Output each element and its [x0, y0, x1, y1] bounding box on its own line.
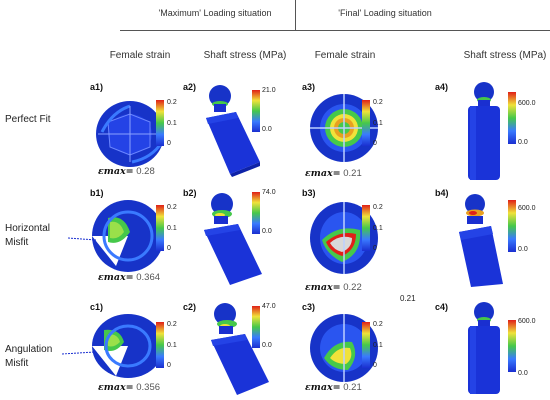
header-rule	[120, 30, 550, 31]
panel-label-b4: b4)	[435, 188, 449, 198]
panel-label-c4: c4)	[435, 302, 449, 312]
colorbar-c1-min: 0	[167, 362, 171, 369]
emax-symbol: εmax=	[305, 282, 341, 293]
emax-value: 0.21	[343, 382, 362, 393]
column-header-shaft-stress-max: Shaft stress (MPa)	[203, 50, 287, 61]
emax-a3: εmax= 0.21	[305, 168, 362, 179]
colorbar-b1	[156, 205, 166, 256]
panel-label-c1: c1)	[90, 302, 104, 312]
colorbar-a3-min: 0	[373, 140, 377, 147]
colorbar-c3	[362, 322, 372, 373]
group-divider	[295, 0, 296, 30]
colorbar-c1-max: 0.2	[167, 321, 177, 328]
colorbar-b4	[508, 200, 518, 257]
shaft-stress-render-b4	[455, 192, 515, 287]
row-label-angulation-misfit: Angulation Misfit	[5, 344, 53, 369]
colorbar-b3-mid: 0.1	[373, 225, 383, 232]
female-strain-render-b1	[68, 196, 178, 276]
colorbar-b3-max: 0.2	[373, 204, 383, 211]
colorbar-b1-min: 0	[167, 245, 171, 252]
emax-c1: εmax= 0.356	[98, 382, 160, 393]
colorbar-b4-min: 0.0	[518, 246, 528, 253]
column-header-female-strain-max: Female strain	[109, 50, 171, 61]
stray-value-label: 0.21	[400, 294, 416, 303]
colorbar-c1-mid: 0.1	[167, 342, 177, 349]
colorbar-b1-max: 0.2	[167, 204, 177, 211]
column-header-shaft-stress-final: Shaft stress (MPa)	[463, 50, 547, 61]
panel-label-a3: a3)	[302, 82, 316, 92]
emax-symbol: εmax=	[98, 382, 134, 393]
colorbar-b2-min: 0.0	[262, 228, 272, 235]
colorbar-a1-min: 0	[167, 140, 171, 147]
female-strain-render-c1	[62, 310, 177, 382]
group-header-maximum: 'Maximum' Loading situation	[158, 8, 272, 18]
panel-label-b2: b2)	[183, 188, 197, 198]
colorbar-b3-min: 0	[373, 245, 377, 252]
shaft-stress-render-b2	[200, 190, 270, 285]
colorbar-c1	[156, 322, 166, 373]
panel-label-c2: c2)	[183, 302, 197, 312]
female-strain-render-a1	[92, 92, 177, 172]
colorbar-a4-min: 0.0	[518, 139, 528, 146]
panel-label-a4: a4)	[435, 82, 449, 92]
colorbar-a4	[508, 92, 518, 149]
emax-b1: εmax= 0.364	[98, 272, 160, 283]
panel-label-b3: b3)	[302, 188, 316, 198]
shaft-stress-render-c4	[462, 300, 507, 395]
emax-symbol: εmax=	[98, 166, 134, 177]
colorbar-c2-min: 0.0	[262, 342, 272, 349]
colorbar-a1-max: 0.2	[167, 99, 177, 106]
female-strain-render-a3	[308, 90, 388, 166]
female-strain-render-c3	[308, 312, 388, 384]
emax-a1: εmax= 0.28	[98, 166, 155, 177]
emax-value: 0.356	[136, 382, 161, 393]
emax-c3: εmax= 0.21	[305, 382, 362, 393]
colorbar-a2	[252, 90, 262, 137]
colorbar-a2-min: 0.0	[262, 126, 272, 133]
panel-label-c3: c3)	[302, 302, 316, 312]
panel-label-b1: b1)	[90, 188, 104, 198]
colorbar-c2-max: 47.0	[262, 303, 276, 310]
colorbar-b1-mid: 0.1	[167, 225, 177, 232]
emax-b3: εmax= 0.22	[305, 282, 362, 293]
colorbar-c3-min: 0	[373, 362, 377, 369]
colorbar-c2	[252, 306, 262, 353]
emax-symbol: εmax=	[98, 272, 134, 283]
colorbar-a2-max: 21.0	[262, 87, 276, 94]
colorbar-b2-max: 74.0	[262, 189, 276, 196]
shaft-stress-render-c2	[205, 300, 275, 395]
shaft-stress-render-a4	[462, 80, 507, 182]
emax-value: 0.22	[343, 282, 362, 293]
shaft-stress-render-a2	[200, 82, 270, 177]
colorbar-a3-mid: 0.1	[373, 120, 383, 127]
colorbar-a3	[362, 100, 372, 151]
panel-label-a1: a1)	[90, 82, 104, 92]
column-header-female-strain-final: Female strain	[314, 50, 376, 61]
colorbar-c4-max: 600.0	[518, 318, 536, 325]
colorbar-c3-max: 0.2	[373, 321, 383, 328]
colorbar-c3-mid: 0.1	[373, 342, 383, 349]
colorbar-a4-max: 600.0	[518, 100, 536, 107]
group-header-final: 'Final' Loading situation	[338, 8, 432, 18]
emax-symbol: εmax=	[305, 168, 341, 179]
colorbar-b2	[252, 192, 262, 239]
colorbar-a1	[156, 100, 166, 151]
panel-label-a2: a2)	[183, 82, 197, 92]
row-label-horizontal-misfit: Horizontal Misfit	[5, 223, 51, 248]
colorbar-b4-max: 600.0	[518, 205, 536, 212]
row-label-perfect-fit: Perfect Fit	[5, 114, 51, 125]
female-strain-render-b3	[308, 198, 388, 278]
emax-value: 0.28	[136, 166, 155, 177]
emax-value: 0.364	[136, 272, 161, 283]
colorbar-b3	[362, 205, 372, 256]
colorbar-a3-max: 0.2	[373, 99, 383, 106]
emax-value: 0.21	[343, 168, 362, 179]
colorbar-a1-mid: 0.1	[167, 120, 177, 127]
colorbar-c4	[508, 320, 518, 377]
colorbar-c4-min: 0.0	[518, 370, 528, 377]
emax-symbol: εmax=	[305, 382, 341, 393]
